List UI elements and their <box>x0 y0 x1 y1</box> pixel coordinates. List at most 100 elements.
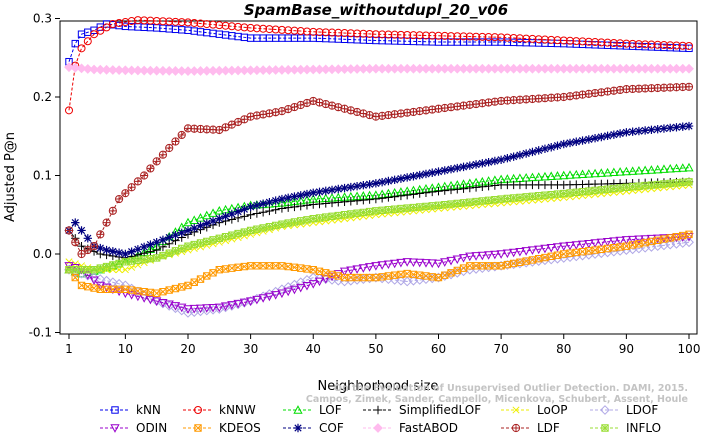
legend-item-simplifiedlof: SimplifiedLOF <box>363 403 481 417</box>
data-point-ldof <box>170 303 181 314</box>
data-point-cof <box>597 132 606 142</box>
data-point-cof <box>640 126 650 135</box>
data-point-inflo <box>184 242 192 250</box>
data-point-simplifiedlof <box>396 191 406 201</box>
data-point-odin <box>152 297 162 306</box>
data-point-ldf <box>158 150 168 159</box>
data-point-inflo <box>466 198 474 206</box>
data-point-odin <box>252 295 262 305</box>
data-point-cof <box>659 124 669 133</box>
data-point-knnw <box>584 37 593 46</box>
data-point-kdeos <box>422 272 430 280</box>
data-point-ldf <box>446 103 456 112</box>
data-point-inflo <box>278 220 286 228</box>
data-point-ldf <box>334 103 343 112</box>
data-point-ldf <box>359 109 368 118</box>
data-point-lof <box>534 172 544 181</box>
data-point-ldf <box>96 230 105 239</box>
data-point-fastabod <box>101 64 112 75</box>
data-point-ldf <box>484 98 493 107</box>
data-point-cof <box>196 221 205 230</box>
data-point-inflo <box>271 221 280 230</box>
data-point-cof <box>684 121 694 131</box>
data-point-ldof <box>89 272 99 283</box>
data-point-cof <box>534 146 543 155</box>
data-point-cof <box>190 223 199 233</box>
data-point-knnw <box>634 40 643 49</box>
data-point-odin <box>502 249 513 259</box>
data-point-odin <box>408 258 419 268</box>
data-point-simplifiedlof <box>340 197 349 206</box>
data-point-inflo <box>503 194 512 203</box>
data-point-fastabod <box>132 65 143 76</box>
data-point-knnw <box>190 18 199 27</box>
data-point-simplifiedlof <box>283 203 293 212</box>
x-tick-label: 80 <box>556 342 571 356</box>
data-point-knnw <box>547 35 556 44</box>
data-point-knnw <box>597 38 606 47</box>
data-point-cof <box>453 163 462 173</box>
data-point-inflo <box>121 258 130 266</box>
data-point-knnw <box>484 33 493 42</box>
data-point-inflo <box>603 185 612 193</box>
data-point-knnw <box>234 22 243 31</box>
data-point-cof <box>246 202 255 212</box>
data-point-inflo <box>77 266 86 274</box>
data-point-fastabod <box>684 63 694 74</box>
data-point-simplifiedlof <box>478 182 487 192</box>
data-point-fastabod <box>151 65 162 76</box>
data-point-cof <box>540 144 550 154</box>
data-point-kdeos <box>221 265 230 273</box>
data-point-kdeos <box>459 264 468 272</box>
data-point-cof <box>315 187 324 197</box>
data-point-cof <box>672 123 681 132</box>
data-point-loop <box>71 260 79 268</box>
data-point-knnw <box>277 25 286 34</box>
data-point-loop <box>115 266 123 274</box>
data-point-simplifiedlof <box>290 202 299 212</box>
legend-marker-cof <box>293 423 303 433</box>
data-point-inflo <box>96 264 105 272</box>
data-point-knnw <box>659 41 668 50</box>
data-point-cof <box>547 143 556 152</box>
data-point-inflo <box>553 190 562 198</box>
data-point-inflo <box>653 180 662 189</box>
legend-marker-fastabod <box>373 423 383 433</box>
data-point-inflo <box>290 218 299 226</box>
data-point-knnw <box>321 28 330 37</box>
data-point-lof <box>189 215 199 224</box>
legend-label-lof: LOF <box>319 403 342 417</box>
data-point-knnw <box>603 38 612 47</box>
data-point-cof <box>503 154 512 163</box>
data-point-odin <box>314 277 325 287</box>
data-point-cof <box>334 184 343 194</box>
data-point-cof <box>133 245 143 254</box>
y-tick-label: 0.2 <box>33 90 52 104</box>
data-point-knnw <box>465 32 474 41</box>
data-point-ldf <box>271 108 280 117</box>
legend-label-ldf: LDF <box>537 421 560 434</box>
data-point-odin <box>296 283 306 293</box>
data-point-lof <box>571 169 581 179</box>
legend-item-odin: ODIN <box>100 421 167 434</box>
data-point-ldf <box>384 110 393 120</box>
data-point-lof <box>590 168 600 178</box>
data-point-kdeos <box>628 241 637 249</box>
data-point-lof <box>665 163 675 173</box>
data-point-simplifiedlof <box>428 187 437 197</box>
data-point-simplifiedlof <box>459 184 468 193</box>
data-point-cof <box>302 189 312 199</box>
data-point-inflo <box>547 190 555 199</box>
data-point-odin <box>396 258 406 268</box>
data-point-odin <box>339 267 350 277</box>
data-point-cof <box>484 157 493 167</box>
data-point-inflo <box>660 180 668 188</box>
data-point-odin <box>158 298 168 308</box>
data-point-cof <box>252 201 262 210</box>
data-point-ldf <box>415 107 424 116</box>
data-point-knnw <box>140 16 149 25</box>
data-point-lof <box>540 171 550 181</box>
data-point-simplifiedlof <box>365 195 374 204</box>
data-point-odin <box>565 241 575 251</box>
data-point-cof <box>471 160 481 169</box>
